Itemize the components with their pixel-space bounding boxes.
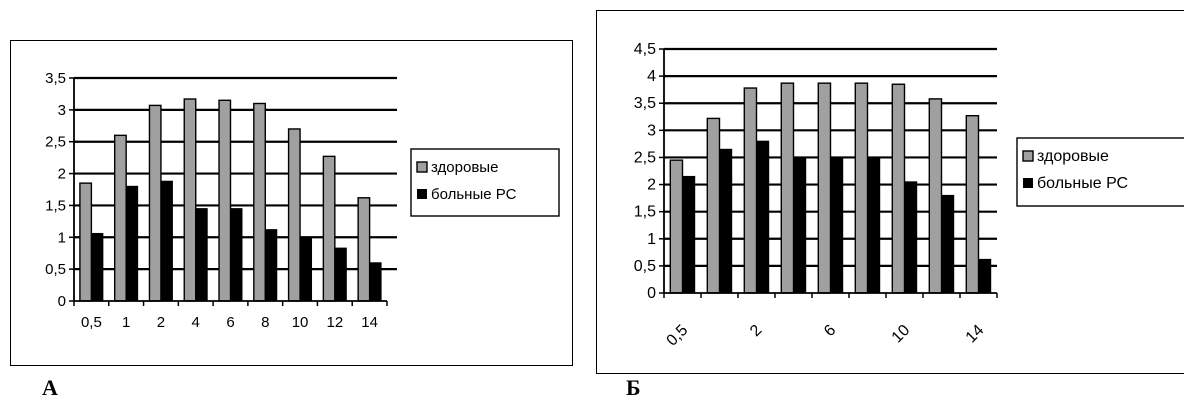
chart-b-y-tick-label: 2,5 xyxy=(634,149,656,166)
chart-a-svg: 00,511,522,533,50,5 1 2 4 6 8 10 12 14здоровыебо… xyxy=(45,70,560,331)
chart-b-y-tick-label: 0,5 xyxy=(634,258,656,275)
chart-a-bar-healthy xyxy=(148,104,162,302)
chart-a-legend-swatch-sick xyxy=(417,189,427,199)
chart-b-bar-healthy xyxy=(669,159,684,294)
chart-b-bar-sick xyxy=(719,148,733,294)
chart-a-bar-sick xyxy=(334,247,347,302)
chart-b-bar-healthy xyxy=(891,83,906,294)
chart-b-bar-sick xyxy=(756,140,770,294)
chart-b-legend-swatch-sick xyxy=(1023,178,1033,188)
chart-a-x-tick-label: 12 xyxy=(326,314,343,331)
chart-panel-b: 0 0,5 1 1,5 2 2,5 3 3,5 4 4,5 0,5 2 6 10 14 здоровые бол… xyxy=(596,10,1184,374)
chart-b-y-tick-label: 2 xyxy=(647,177,656,194)
panel-label-a: А xyxy=(42,375,58,400)
chart-b-y-tick-label: 4 xyxy=(647,68,656,85)
chart-b-legend-swatch-healthy xyxy=(1022,150,1034,162)
chart-b-y-tick-label: 0 xyxy=(647,285,656,302)
chart-b-bar-sick xyxy=(904,181,918,294)
chart-a-bar-healthy xyxy=(253,102,266,302)
chart-b-bar-healthy xyxy=(965,114,980,294)
chart-a-x-tick-label: 8 xyxy=(261,314,269,331)
chart-a-bar-healthy xyxy=(322,155,336,302)
chart-a-y-tick-label: 3,5 xyxy=(45,70,66,87)
chart-a-bar-healthy xyxy=(79,182,93,302)
chart-b-bar-healthy xyxy=(854,82,869,294)
chart-a-y-tick-label: 1,5 xyxy=(45,197,66,214)
chart-a-y-tick-label: 3 xyxy=(58,102,66,119)
chart-a-legend-label-healthy: здоровые xyxy=(431,159,498,176)
panel-label-b: Б xyxy=(626,375,641,400)
chart-b-bar-healthy xyxy=(817,82,832,294)
chart-a-bar-sick xyxy=(230,208,243,302)
chart-a-x-tick-label: 1 xyxy=(122,314,130,331)
chart-a-y-tick-label: 1 xyxy=(58,229,66,246)
chart-b-y-tick-label: 3 xyxy=(647,122,656,139)
chart-b-bar-sick xyxy=(793,156,807,294)
chart-a-bar-sick xyxy=(125,185,139,302)
chart-a-x-tick-label: 6 xyxy=(226,314,234,331)
chart-a-bar-sick xyxy=(90,232,104,302)
chart-a-bar-healthy xyxy=(183,98,197,302)
chart-b-x-tick-label: 0,5 xyxy=(664,322,692,350)
chart-b-bar-healthy xyxy=(780,82,795,294)
chart-a-bar-sick xyxy=(160,180,173,302)
chart-a-y-tick-label: 0,5 xyxy=(45,261,66,278)
chart-b-bar-sick xyxy=(682,175,696,294)
chart-a-bar-sick xyxy=(299,236,313,302)
chart-b-y-tick-label: 4,5 xyxy=(634,41,656,58)
chart-b-x-tick-label: 14 xyxy=(963,322,988,347)
chart-b-bar-healthy xyxy=(743,87,758,294)
chart-a-y-tick-label: 2,5 xyxy=(45,134,66,151)
chart-a-bar-healthy xyxy=(287,128,301,302)
chart-b-bar-sick xyxy=(830,156,844,294)
chart-a-legend-box xyxy=(410,148,560,217)
chart-b-y-tick-label: 1 xyxy=(647,231,656,248)
chart-a-x-tick-label: 14 xyxy=(361,314,378,331)
chart-a-bar-healthy xyxy=(113,134,127,302)
chart-a-x-tick-label: 4 xyxy=(192,314,200,331)
chart-b-bar-sick xyxy=(978,258,992,294)
chart-b-y-tick-label: 3,5 xyxy=(634,95,656,112)
chart-b-bar-sick xyxy=(867,156,881,294)
chart-panel-a: 0 0,5 1 1,5 2 2,5 3 3,5 0,5 1 2 4 6 8 10 12 14 здоровые бо… xyxy=(10,40,573,366)
chart-b-x-tick-label: 6 xyxy=(821,322,839,340)
chart-a-bar-sick xyxy=(369,262,382,302)
chart-a-y-tick-label: 0 xyxy=(58,293,66,310)
chart-a-legend-swatch-healthy xyxy=(416,161,428,173)
chart-b-x-tick-label: 2 xyxy=(747,322,765,340)
chart-b-legend-box xyxy=(1016,137,1184,207)
chart-a-y-tick-label: 2 xyxy=(58,166,66,183)
chart-a-x-tick-label: 10 xyxy=(292,314,309,331)
chart-a-bar-healthy xyxy=(357,197,371,302)
chart-b-y-tick-label: 1,5 xyxy=(634,204,656,221)
chart-a-x-tick-label: 2 xyxy=(157,314,165,331)
chart-b-bar-healthy xyxy=(706,117,721,294)
chart-b-legend-label-sick: больные РС xyxy=(1037,175,1128,192)
chart-a-legend-label-sick: больные РС xyxy=(431,186,517,203)
chart-b-x-tick-label: 10 xyxy=(889,322,914,347)
chart-a-bar-sick xyxy=(264,229,278,302)
chart-a-bar-healthy xyxy=(218,99,232,302)
chart-b-bar-healthy xyxy=(928,98,943,294)
chart-b-bar-sick xyxy=(941,194,955,294)
chart-b-legend-label-healthy: здоровые xyxy=(1037,148,1109,165)
chart-a-x-tick-label: 0,5 xyxy=(81,314,102,331)
chart-b-svg: 0 0,5 1 1,5 2 2,5 3 3,5 4 4,5 0,5 2 6 10 14 здоровые бол… xyxy=(634,41,1184,350)
chart-a-bar-sick xyxy=(195,208,208,302)
